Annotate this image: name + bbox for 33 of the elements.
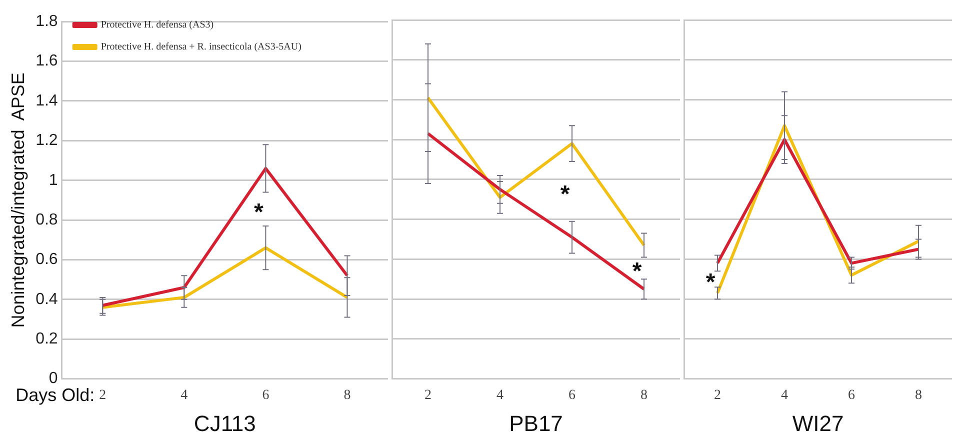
y-tick-label: 0 xyxy=(48,370,58,388)
x-tick-label: 4 xyxy=(781,388,788,403)
legend-label: Protective H. defensa + R. insecticola (AS3-5AU) xyxy=(100,42,302,53)
y-tick-label: 1 xyxy=(48,172,58,189)
x-tick-label: 2 xyxy=(714,388,721,403)
y-tick-label: 1.6 xyxy=(36,52,58,70)
x-tick-label: 2 xyxy=(424,388,432,403)
annotation: * xyxy=(254,198,264,226)
annotation: * xyxy=(632,258,642,285)
annotation: * xyxy=(560,181,570,208)
x-tick-label: 4 xyxy=(180,388,188,403)
y-tick-label: 1.2 xyxy=(36,132,58,150)
y-tick-label: 0.6 xyxy=(36,251,58,268)
x-axis-title: WI27 xyxy=(792,410,844,436)
x-tick-label: 6 xyxy=(568,388,576,403)
y-tick-label: 0.2 xyxy=(36,330,58,348)
y-tick-label: 1.8 xyxy=(36,13,58,30)
x-tick-label: 6 xyxy=(848,388,855,403)
annotation: * xyxy=(706,268,716,296)
x-tick-label: 8 xyxy=(640,388,648,403)
x-tick-label: 8 xyxy=(344,388,351,403)
x-axis-title: CJ113 xyxy=(194,410,256,436)
y-axis-title: Nonintegrated/integrated APSE xyxy=(8,72,28,328)
text: Days Old: xyxy=(16,384,95,405)
y-tick-label: 0.8 xyxy=(36,211,58,228)
x-tick-label: 4 xyxy=(496,388,504,403)
legend-label: Protective H. defensa (AS3) xyxy=(100,20,214,31)
y-tick-label: 1.4 xyxy=(36,92,58,110)
x-tick-label: 6 xyxy=(262,388,270,403)
x-tick-label: 8 xyxy=(915,388,922,403)
x-axis-title: PB17 xyxy=(509,410,563,436)
x-tick-label: 2 xyxy=(99,388,106,403)
y-tick-label: 0.4 xyxy=(36,290,58,308)
